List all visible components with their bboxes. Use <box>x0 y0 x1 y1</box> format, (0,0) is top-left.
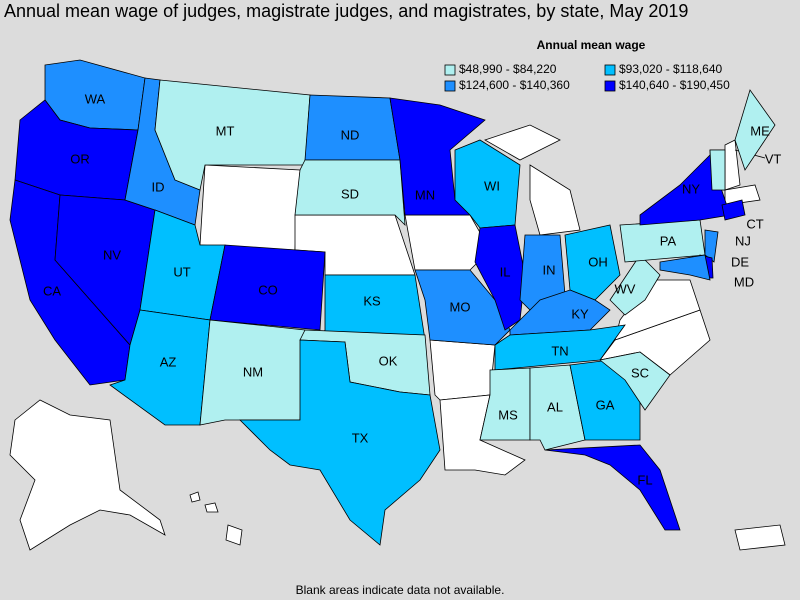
state-label: KY <box>571 306 589 321</box>
legend-title: Annual mean wage <box>537 38 646 52</box>
state-shape <box>199 164 301 251</box>
state-label: MT <box>216 123 235 138</box>
state-shape <box>659 254 711 281</box>
legend-swatch <box>444 64 456 76</box>
state-label: NM <box>243 364 263 379</box>
state-shape <box>474 224 526 331</box>
state-shape <box>225 524 243 546</box>
state-shape <box>9 399 166 551</box>
state-label: IN <box>543 262 556 277</box>
state-label: FL <box>637 472 652 487</box>
state-label: CO <box>258 282 278 297</box>
state-label: AZ <box>160 354 177 369</box>
state-label: MD <box>734 274 754 289</box>
state-label: TN <box>551 343 568 358</box>
state-label: PA <box>660 233 677 248</box>
state-shape <box>704 229 719 263</box>
state-label: NJ <box>735 233 751 248</box>
legend-swatch <box>604 80 616 92</box>
legend-label: $124,600 - $140,360 <box>459 78 570 92</box>
state-shape <box>564 224 621 301</box>
state-shape <box>544 444 681 531</box>
state-label: VT <box>765 151 782 166</box>
state-shape <box>484 124 561 161</box>
state-label: NV <box>103 247 121 262</box>
state-shape <box>734 524 786 551</box>
legend-label: $93,020 - $118,640 <box>619 62 723 76</box>
state-label: IL <box>500 264 511 279</box>
state-label: ND <box>341 127 360 142</box>
state-label: SC <box>631 365 649 380</box>
state-label: KS <box>363 293 381 308</box>
legend-swatch <box>444 80 456 92</box>
blank-states <box>9 124 786 551</box>
state-label: WV <box>615 281 636 296</box>
legend-label: $140,640 - $190,450 <box>619 78 730 92</box>
state-label: UT <box>173 264 190 279</box>
state-label: WA <box>85 91 106 106</box>
state-label: OK <box>379 353 398 368</box>
legend-label: $48,990 - $84,220 <box>459 62 557 76</box>
state-shape <box>204 502 219 513</box>
state-shape <box>609 254 661 316</box>
state-shape <box>429 339 496 401</box>
state-label: DE <box>731 254 749 269</box>
state-shape <box>734 89 776 171</box>
state-label: CA <box>43 283 61 298</box>
state-shape <box>529 164 581 236</box>
state-label: MO <box>450 299 471 314</box>
state-shape <box>479 367 531 441</box>
state-label: TX <box>352 430 369 445</box>
state-label: ID <box>152 179 165 194</box>
state-shape <box>599 351 671 411</box>
state-label: WI <box>484 178 500 193</box>
title: Annual mean wage of judges, magistrate j… <box>4 1 688 21</box>
state-shape <box>721 199 746 221</box>
state-label: ME <box>750 123 770 138</box>
state-label: OH <box>588 254 608 269</box>
note: Blank areas indicate data not available. <box>296 583 505 597</box>
state-shape <box>209 244 326 331</box>
state-shape <box>189 491 201 503</box>
state-label: SD <box>341 186 359 201</box>
state-label: OR <box>70 151 90 166</box>
state-label: GA <box>596 397 615 412</box>
state-shape <box>414 269 511 346</box>
state-label: NY <box>682 181 700 196</box>
state-label: AL <box>547 399 563 414</box>
state-label: MN <box>415 187 435 202</box>
state-shape <box>239 339 441 546</box>
state-shape <box>709 149 726 191</box>
state-label: MS <box>498 407 518 422</box>
state-label: CT <box>746 216 763 231</box>
legend-swatch <box>604 64 616 76</box>
